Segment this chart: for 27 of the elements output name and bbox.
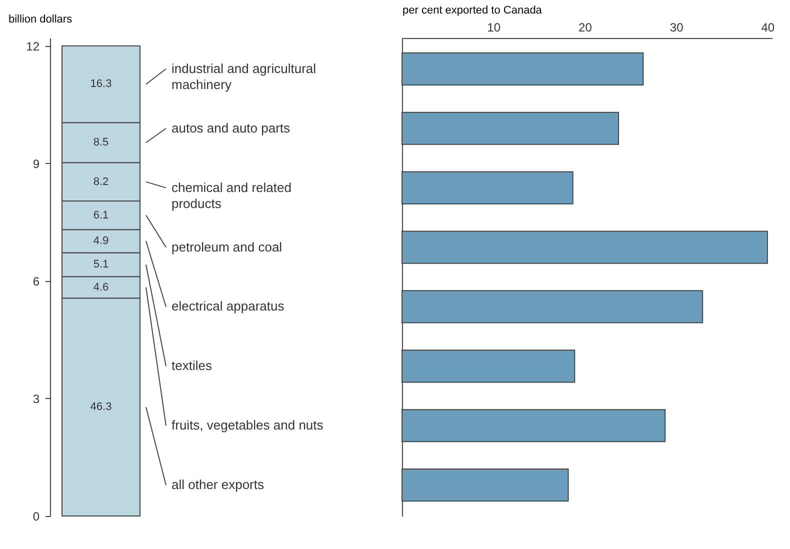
y-tick-label: industrial and agricultural machinery (172, 60, 316, 92)
y-tick-label: petroleum and coal (172, 239, 282, 254)
y-tick-label: 0 (32, 510, 40, 524)
y-tick-label: chemical and related products (172, 180, 292, 211)
x-tick-label: 30 (670, 20, 684, 34)
y-tick-label: 12 (26, 39, 40, 54)
annotation: 6.1 (93, 209, 109, 222)
annotation: 8.5 (93, 136, 109, 149)
x-axis-title: per cent exported to Canada (402, 4, 543, 16)
y-tick-label: autos and auto parts (172, 120, 291, 136)
y-tick-label: fruits, vegetables and nuts (172, 418, 324, 433)
y-tick-label: textiles (172, 358, 212, 374)
x-tick-label: 20 (578, 20, 592, 34)
annotation: 4.6 (93, 281, 109, 294)
y-tick-label: 9 (32, 156, 40, 171)
x-tick-label: 40 (761, 20, 775, 34)
annotation: 8.2 (93, 176, 109, 188)
annotation: 4.9 (93, 235, 109, 248)
annotation: 16.3 (90, 78, 112, 90)
y-tick-label: 3 (32, 392, 40, 406)
y-tick-label: 6 (32, 274, 40, 288)
y-tick-label: electrical apparatus (172, 298, 285, 314)
y-tick-label: all other exports (172, 477, 264, 492)
annotation: 5.1 (93, 258, 109, 271)
annotation: 46.3 (90, 401, 112, 414)
y-axis-title: billion dollars (8, 14, 73, 26)
x-tick-label: 10 (487, 20, 501, 34)
